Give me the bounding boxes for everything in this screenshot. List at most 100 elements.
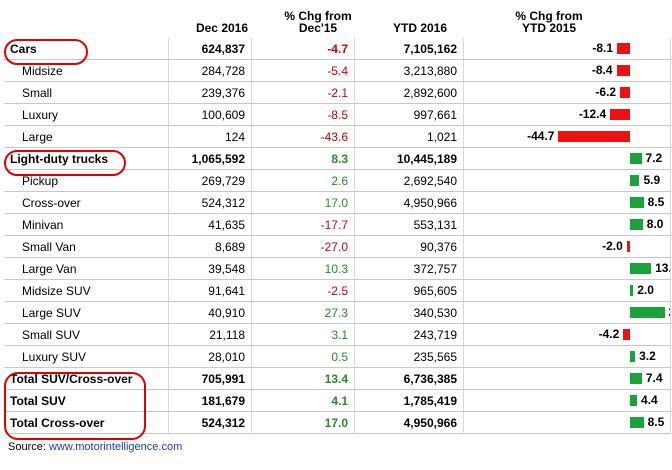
ytd-chg-bar bbox=[617, 43, 630, 54]
ytd-chg-value: -8.1 bbox=[592, 41, 614, 55]
ytd-2016-value: 340,530 bbox=[354, 301, 464, 324]
ytd-chg-bar-cell: -44.7 bbox=[463, 125, 671, 148]
pct-chg-dec-value: 8.3 bbox=[251, 147, 355, 170]
dec-2016-value: 124 bbox=[168, 125, 252, 148]
header-dec-2016: Dec 2016 bbox=[195, 21, 249, 35]
ytd-2016-value: 372,757 bbox=[354, 257, 464, 280]
highlight-oval-cars bbox=[4, 39, 88, 65]
ytd-chg-value: -8.4 bbox=[591, 63, 613, 77]
ytd-chg-bar bbox=[630, 373, 642, 384]
dec-2016-value: 21,118 bbox=[168, 323, 252, 346]
dec-2016-value: 91,641 bbox=[168, 279, 252, 302]
ytd-2016-value: 235,565 bbox=[354, 345, 464, 368]
dec-2016-value: 239,376 bbox=[168, 81, 252, 104]
pct-chg-dec-value: 4.1 bbox=[251, 389, 355, 412]
ytd-chg-bar bbox=[630, 307, 665, 318]
ytd-chg-bar-cell: 5.9 bbox=[463, 169, 671, 192]
pct-chg-dec-value: 0.5 bbox=[251, 345, 355, 368]
ytd-chg-value: 7.4 bbox=[645, 371, 663, 385]
table-row: Midsize 284,728 -5.4 3,213,880 -8.4 bbox=[4, 59, 671, 82]
dec-2016-value: 624,837 bbox=[168, 38, 252, 60]
row-label: Large SUV bbox=[4, 301, 169, 324]
header-ytd-chg-line1: % Chg from bbox=[515, 9, 583, 23]
source-note: Source: www.motorintelligence.com bbox=[8, 441, 182, 453]
pct-chg-dec-value: 17.0 bbox=[251, 411, 355, 434]
ytd-chg-value: 3.2 bbox=[639, 349, 656, 363]
row-label: Light-duty trucks bbox=[4, 147, 169, 170]
ytd-chg-bar-cell: 8.5 bbox=[463, 191, 671, 214]
ytd-2016-value: 553,131 bbox=[354, 213, 464, 236]
row-label: Luxury bbox=[4, 103, 169, 126]
dec-2016-value: 39,548 bbox=[168, 257, 252, 280]
row-label: Total Cross-over bbox=[4, 411, 169, 434]
dec-2016-value: 41,635 bbox=[168, 213, 252, 236]
row-label: Small SUV bbox=[4, 323, 169, 346]
row-label: Luxury SUV bbox=[4, 345, 169, 368]
ytd-2016-value: 1,021 bbox=[354, 125, 464, 148]
row-label: Total SUV bbox=[4, 389, 169, 412]
pct-chg-dec-value: 27.3 bbox=[251, 301, 355, 324]
header-ytd-chg-line2: YTD 2015 bbox=[521, 21, 577, 35]
pct-chg-dec-value: 2.6 bbox=[251, 169, 355, 192]
header-chg-line1: % Chg from bbox=[284, 9, 352, 23]
pct-chg-dec-value: -4.7 bbox=[251, 38, 355, 60]
pct-chg-dec-value: -5.4 bbox=[251, 59, 355, 82]
ytd-2016-value: 2,892,600 bbox=[354, 81, 464, 104]
ytd-chg-value: -4.2 bbox=[598, 327, 620, 341]
ytd-chg-bar-cell: -8.1 bbox=[463, 38, 671, 60]
pct-chg-dec-value: -27.0 bbox=[251, 235, 355, 258]
ytd-chg-bar bbox=[616, 65, 630, 76]
ytd-chg-value: -6.2 bbox=[595, 85, 617, 99]
dec-2016-value: 181,679 bbox=[168, 389, 252, 412]
ytd-2016-value: 10,445,189 bbox=[354, 147, 464, 170]
ytd-chg-value: 21.6 bbox=[669, 302, 670, 323]
ytd-chg-value: 8.0 bbox=[646, 217, 664, 231]
ytd-chg-bar-cell: -2.0 bbox=[463, 235, 671, 258]
dec-2016-value: 100,609 bbox=[168, 103, 252, 126]
table-row: Midsize SUV 91,641 -2.5 965,605 2.0 bbox=[4, 279, 671, 302]
pct-chg-dec-value: -2.1 bbox=[251, 81, 355, 104]
dec-2016-value: 269,729 bbox=[168, 169, 252, 192]
pct-chg-dec-value: -2.5 bbox=[251, 279, 355, 302]
ytd-chg-value: -12.4 bbox=[578, 107, 607, 121]
ytd-2016-value: 7,105,162 bbox=[354, 38, 464, 60]
ytd-2016-value: 4,950,966 bbox=[354, 191, 464, 214]
ytd-2016-value: 6,736,385 bbox=[354, 367, 464, 390]
ytd-chg-bar-cell: 3.2 bbox=[463, 345, 671, 368]
dec-2016-value: 705,991 bbox=[168, 367, 252, 390]
sales-table: Cars 624,837 -4.7 7,105,162 -8.1 Midsize 284,7… bbox=[4, 38, 671, 434]
table-row: Total SUV/Cross-over 705,991 13.4 6,736,385… bbox=[4, 367, 671, 390]
table-header: Dec 2016 % Chg from Dec'15 YTD 2016 % Ch… bbox=[4, 4, 644, 36]
ytd-chg-bar bbox=[610, 109, 630, 120]
ytd-chg-bar-cell: 8.5 bbox=[463, 411, 671, 434]
source-link[interactable]: www.motorintelligence.com bbox=[48, 441, 183, 453]
dec-2016-value: 284,728 bbox=[168, 59, 252, 82]
ytd-chg-bar-cell: -12.4 bbox=[463, 103, 671, 126]
row-label: Midsize SUV bbox=[4, 279, 169, 302]
table-row: Luxury 100,609 -8.5 997,661 -12.4 bbox=[4, 103, 671, 126]
table-row: Light-duty trucks 1,065,592 8.3 10,445,189 7… bbox=[4, 147, 671, 170]
ytd-chg-bar-cell: 21.6 bbox=[463, 301, 671, 324]
table-row: Cars 624,837 -4.7 7,105,162 -8.1 bbox=[4, 38, 671, 60]
ytd-chg-bar-cell: 7.4 bbox=[463, 367, 671, 390]
ytd-chg-bar bbox=[630, 351, 636, 362]
ytd-chg-bar-cell: -8.4 bbox=[463, 59, 671, 82]
ytd-2016-value: 243,719 bbox=[354, 323, 464, 346]
ytd-2016-value: 2,692,540 bbox=[354, 169, 464, 192]
table-row: Cross-over 524,312 17.0 4,950,966 8.5 bbox=[4, 191, 671, 214]
ytd-chg-bar bbox=[630, 285, 634, 296]
ytd-2016-value: 997,661 bbox=[354, 103, 464, 126]
ytd-2016-value: 90,376 bbox=[354, 235, 464, 258]
ytd-chg-value: 8.5 bbox=[647, 195, 665, 209]
ytd-2016-value: 3,213,880 bbox=[354, 59, 464, 82]
ytd-chg-bar-cell: -4.2 bbox=[463, 323, 671, 346]
ytd-chg-value: 5.9 bbox=[643, 173, 661, 187]
table-row: Pickup 269,729 2.6 2,692,540 5.9 bbox=[4, 169, 671, 192]
ytd-chg-bar bbox=[558, 131, 630, 142]
table-row: Minivan 41,635 -17.7 553,131 8.0 bbox=[4, 213, 671, 236]
dec-2016-value: 524,312 bbox=[168, 411, 252, 434]
pct-chg-dec-value: 3.1 bbox=[251, 323, 355, 346]
row-label: Large bbox=[4, 125, 169, 148]
dec-2016-value: 1,065,592 bbox=[168, 147, 252, 170]
